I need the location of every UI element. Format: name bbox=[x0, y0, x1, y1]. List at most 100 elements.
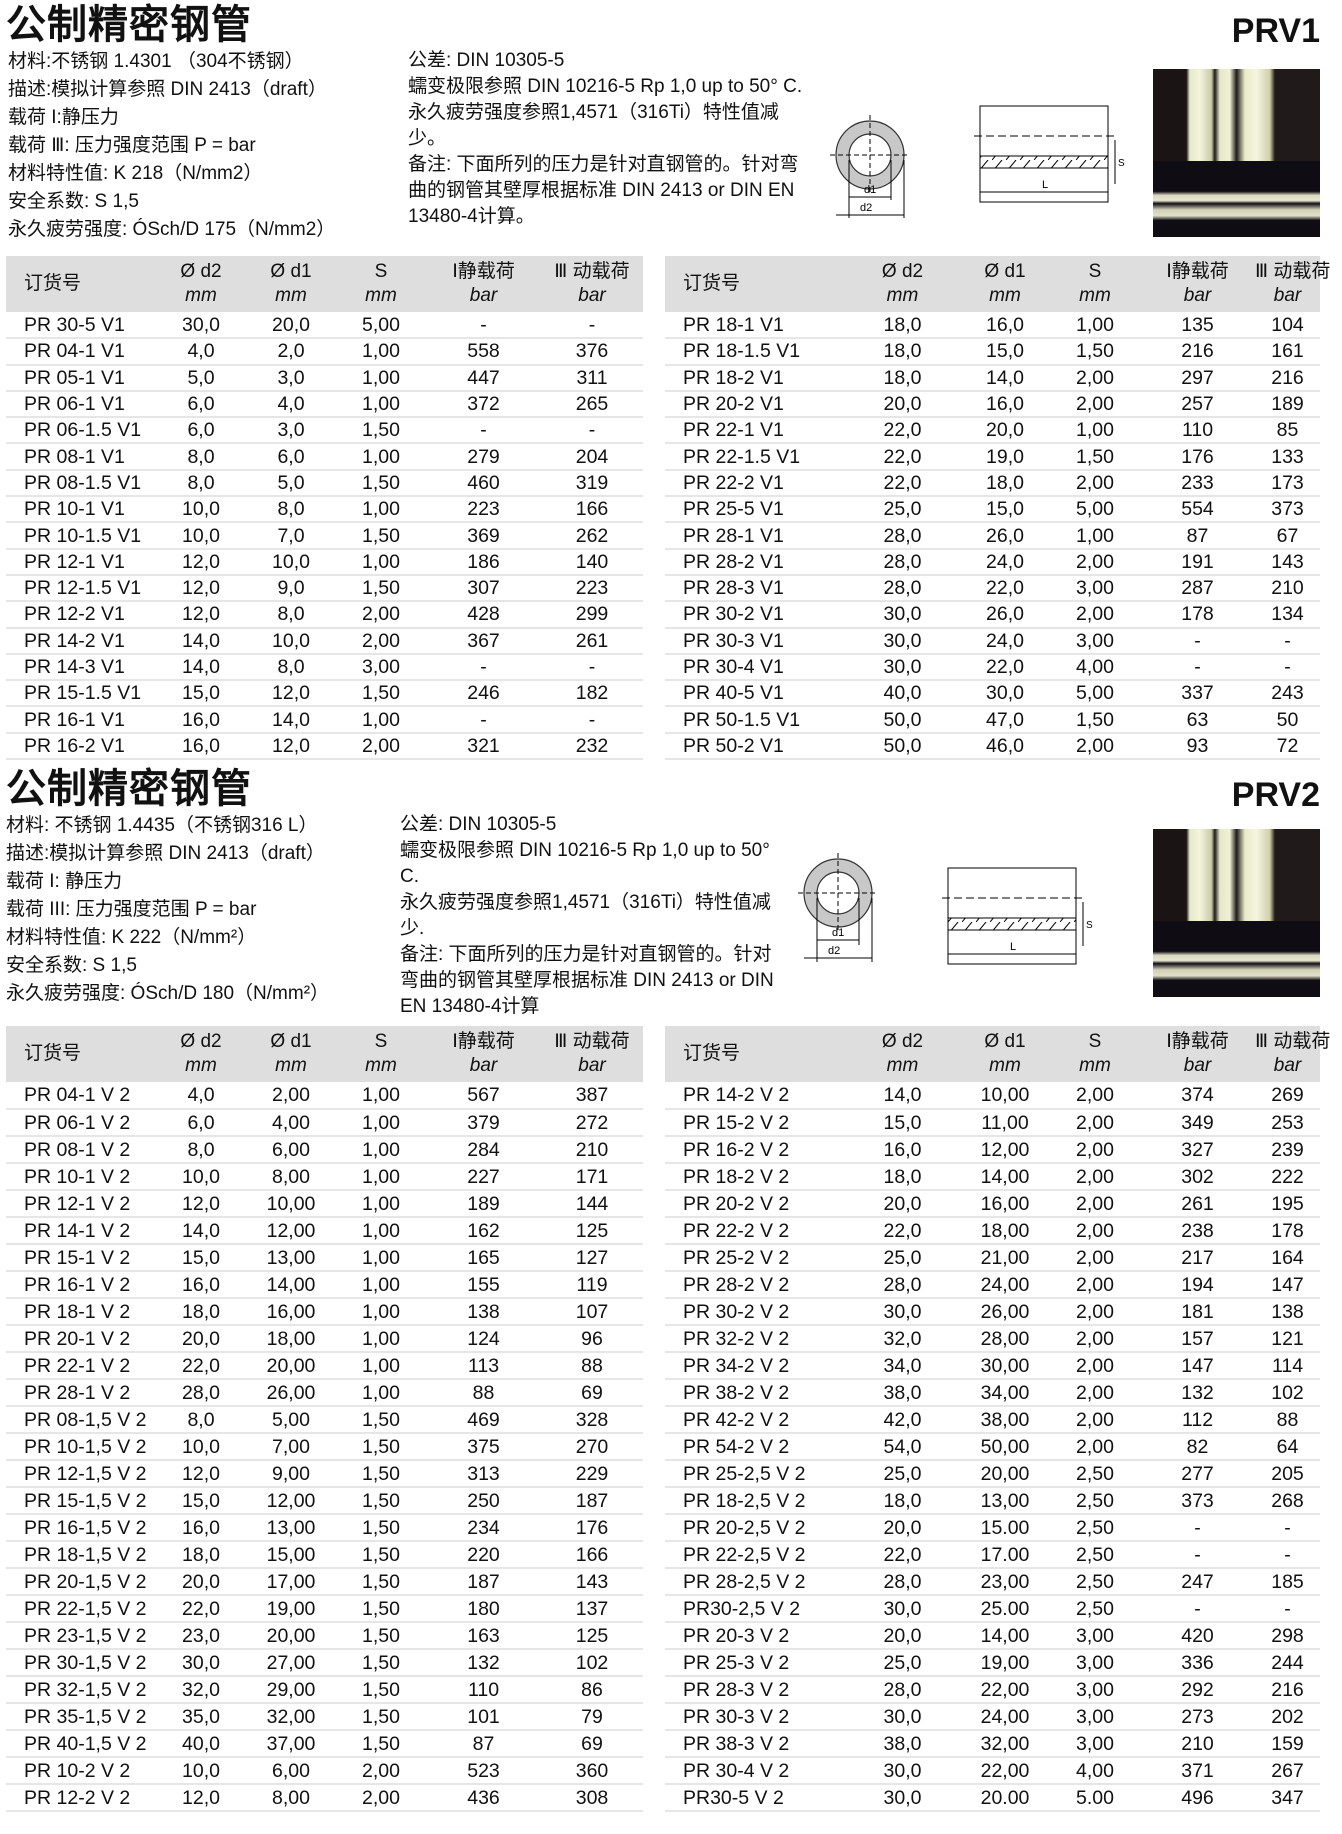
cell-dynamic-pressure: 210 bbox=[1255, 574, 1320, 603]
table-row: PR 20-2 V1 20,0 16,0 2,00 257 189 bbox=[665, 390, 1320, 419]
steel-tubes-photo bbox=[1153, 69, 1320, 237]
cell-d1: 18,00 bbox=[960, 1217, 1050, 1246]
cell-d1: 28,00 bbox=[960, 1325, 1050, 1354]
cell-dynamic-pressure: 171 bbox=[541, 1163, 643, 1192]
cell-order-number: PR 50-1.5 V1 bbox=[665, 706, 845, 734]
cell-d1: 12,00 bbox=[246, 1217, 336, 1246]
col-d1: Ø d1 mm bbox=[246, 1026, 336, 1083]
cell-static-pressure: 238 bbox=[1140, 1217, 1255, 1246]
cell-d2: 32,0 bbox=[156, 1676, 246, 1705]
table-row: PR 22-2,5 V 2 22,0 17.00 2,50- - bbox=[665, 1541, 1320, 1570]
table-row: PR 10-1 V 2 10,0 8,00 1,00 227 171 bbox=[6, 1163, 643, 1192]
cell-static-pressure: 178 bbox=[1140, 601, 1255, 629]
cell-order-number: PR 22-2,5 V 2 bbox=[665, 1541, 845, 1570]
section-prv1: 公制精密钢管 PRV1 材料:不锈钢 1.4301 （304不锈钢） 描述:模拟… bbox=[0, 0, 1342, 761]
table-row: PR 40-5 V1 40,0 30,0 5,00 337 243 bbox=[665, 680, 1320, 708]
cell-wall-thickness: 1,50 bbox=[1050, 706, 1140, 734]
cell-static-pressure: 246 bbox=[426, 680, 541, 708]
cell-dynamic-pressure: 96 bbox=[541, 1325, 643, 1354]
cell-dynamic-pressure: 189 bbox=[1255, 390, 1320, 419]
cell-static-pressure: 523 bbox=[426, 1757, 541, 1786]
table-row: PR 28-3 V 2 28,0 22,00 3,00 292 216 bbox=[665, 1676, 1320, 1705]
cell-static-pressure: 307 bbox=[426, 574, 541, 603]
cell-wall-thickness: 2,50 bbox=[1050, 1460, 1140, 1489]
cell-d2: 15,0 bbox=[156, 1487, 246, 1516]
section-prv2: 公制精密钢管 PRV2 材料: 不锈钢 1.4435（不锈钢316 L） 描述:… bbox=[0, 766, 1342, 1813]
cell-d1: 19,00 bbox=[246, 1595, 336, 1624]
cell-d2: 28,0 bbox=[845, 1568, 960, 1597]
cell-d2: 28,0 bbox=[845, 1271, 960, 1300]
cell-wall-thickness: 2,00 bbox=[1050, 1082, 1140, 1111]
col-d2: Ø d2 mm bbox=[156, 1026, 246, 1083]
cell-static-pressure: 436 bbox=[426, 1784, 541, 1813]
cell-d1: 10,0 bbox=[246, 548, 336, 576]
cell-d2: 25,0 bbox=[845, 1244, 960, 1273]
cell-order-number: PR 28-1 V 2 bbox=[6, 1379, 156, 1408]
cell-d1: 22,00 bbox=[960, 1676, 1050, 1705]
cell-wall-thickness: 3,00 bbox=[1050, 1622, 1140, 1651]
cell-d2: 32,0 bbox=[845, 1325, 960, 1354]
col-d1: Ø d1 mm bbox=[960, 1026, 1050, 1083]
cell-order-number: PR 20-2 V1 bbox=[665, 390, 845, 419]
cell-dynamic-pressure: 161 bbox=[1255, 338, 1320, 366]
cell-static-pressure: 367 bbox=[426, 627, 541, 655]
cell-d2: 12,0 bbox=[156, 1190, 246, 1219]
cell-static-pressure: 369 bbox=[426, 522, 541, 550]
cell-order-number: PR 50-2 V1 bbox=[665, 732, 845, 761]
cell-d1: 12,0 bbox=[246, 732, 336, 761]
cell-d1: 24,00 bbox=[960, 1271, 1050, 1300]
cell-d1: 20,00 bbox=[246, 1352, 336, 1381]
cell-d1: 20.00 bbox=[960, 1784, 1050, 1813]
cell-static-pressure: 162 bbox=[426, 1217, 541, 1246]
cell-d2: 10,0 bbox=[156, 1163, 246, 1192]
cell-static-pressure: 138 bbox=[426, 1298, 541, 1327]
cell-dynamic-pressure: 88 bbox=[1255, 1406, 1320, 1435]
col-label: Ø d1 bbox=[270, 261, 312, 282]
info-row: 材料:不锈钢 1.4301 （304不锈钢） 描述:模拟计算参照 DIN 241… bbox=[0, 48, 1342, 244]
cell-static-pressure: - bbox=[1140, 1541, 1255, 1570]
cell-wall-thickness: 5,00 bbox=[336, 312, 426, 340]
table-row: PR 10-1,5 V 2 10,0 7,00 1,50 375 270 bbox=[6, 1433, 643, 1462]
col-label: S bbox=[374, 261, 388, 282]
cell-dynamic-pressure: - bbox=[1255, 1541, 1320, 1570]
cell-d1: 8,0 bbox=[246, 653, 336, 682]
cell-static-pressure: 217 bbox=[1140, 1244, 1255, 1273]
table-row: PR 06-1 V1 6,0 4,0 1,00 372 265 bbox=[6, 390, 643, 419]
table-row: PR 04-1 V 2 4,0 2,00 1,00 567 387 bbox=[6, 1082, 643, 1111]
table-row: PR 06-1 V 2 6,0 4,00 1,00 379 272 bbox=[6, 1109, 643, 1138]
cell-d1: 18,0 bbox=[960, 469, 1050, 498]
cell-wall-thickness: 2,00 bbox=[1050, 1271, 1140, 1300]
cell-d2: 30,0 bbox=[845, 653, 960, 682]
col-unit: mm bbox=[275, 1055, 307, 1077]
cell-dynamic-pressure: 69 bbox=[541, 1379, 643, 1408]
cell-static-pressure: 460 bbox=[426, 469, 541, 498]
cell-wall-thickness: 1,50 bbox=[1050, 443, 1140, 471]
col-order-number: 订货号 bbox=[665, 256, 845, 312]
cell-d2: 28,0 bbox=[845, 1676, 960, 1705]
cell-d1: 24,0 bbox=[960, 548, 1050, 576]
cell-d2: 30,0 bbox=[845, 601, 960, 629]
cell-order-number: PR 28-3 V 2 bbox=[665, 1676, 845, 1705]
cell-static-pressure: 147 bbox=[1140, 1352, 1255, 1381]
cell-wall-thickness: 2,00 bbox=[336, 601, 426, 629]
table-row: PR 42-2 V 2 42,0 38,00 2,00 112 88 bbox=[665, 1406, 1320, 1435]
cell-dynamic-pressure: 269 bbox=[1255, 1082, 1320, 1111]
cell-dynamic-pressure: 244 bbox=[1255, 1649, 1320, 1678]
table-row: PR 22-2 V1 22,0 18,0 2,00 233 173 bbox=[665, 469, 1320, 498]
info-line: 描述:模拟计算参照 DIN 2413（draft） bbox=[6, 843, 325, 865]
cell-order-number: PR 04-1 V 2 bbox=[6, 1082, 156, 1111]
cell-static-pressure: - bbox=[426, 417, 541, 445]
cell-order-number: PR 18-2 V1 bbox=[665, 364, 845, 392]
cell-order-number: PR 10-1 V1 bbox=[6, 496, 156, 524]
cell-d1: 22,0 bbox=[960, 653, 1050, 682]
cell-static-pressure: 337 bbox=[1140, 680, 1255, 708]
cell-d1: 29,00 bbox=[246, 1676, 336, 1705]
cell-d2: 20,0 bbox=[156, 1568, 246, 1597]
cell-static-pressure: 101 bbox=[426, 1703, 541, 1732]
col-d2: Ø d2 mm bbox=[845, 256, 960, 312]
cell-wall-thickness: 4,00 bbox=[1050, 653, 1140, 682]
cell-wall-thickness: 1,50 bbox=[336, 417, 426, 445]
